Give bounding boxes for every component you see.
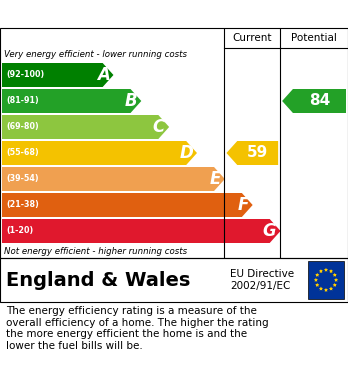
Polygon shape <box>319 269 323 273</box>
Text: Not energy efficient - higher running costs: Not energy efficient - higher running co… <box>4 246 187 255</box>
Polygon shape <box>2 141 197 165</box>
Polygon shape <box>334 278 338 282</box>
Polygon shape <box>227 141 278 165</box>
Text: (55-68): (55-68) <box>6 149 39 158</box>
Text: (21-38): (21-38) <box>6 201 39 210</box>
Bar <box>308 261 344 299</box>
Text: England & Wales: England & Wales <box>6 271 190 289</box>
Text: (81-91): (81-91) <box>6 97 39 106</box>
Polygon shape <box>324 288 328 292</box>
Polygon shape <box>324 268 328 272</box>
Polygon shape <box>2 89 141 113</box>
Text: (1-20): (1-20) <box>6 226 33 235</box>
Text: (39-54): (39-54) <box>6 174 39 183</box>
Text: 59: 59 <box>247 145 268 160</box>
Polygon shape <box>2 63 113 87</box>
Polygon shape <box>329 269 333 273</box>
Text: F: F <box>237 196 249 214</box>
Text: Current: Current <box>232 33 272 43</box>
Text: EU Directive
2002/91/EC: EU Directive 2002/91/EC <box>230 269 295 291</box>
Polygon shape <box>282 89 346 113</box>
Polygon shape <box>333 283 337 287</box>
Polygon shape <box>2 219 280 243</box>
Text: The energy efficiency rating is a measure of the
overall efficiency of a home. T: The energy efficiency rating is a measur… <box>6 306 269 351</box>
Polygon shape <box>319 287 323 291</box>
Polygon shape <box>2 167 225 191</box>
Text: B: B <box>125 92 137 110</box>
Text: 84: 84 <box>309 93 330 108</box>
Text: A: A <box>97 66 110 84</box>
Polygon shape <box>329 287 333 291</box>
Text: (92-100): (92-100) <box>6 70 44 79</box>
Text: C: C <box>153 118 165 136</box>
Polygon shape <box>315 283 319 287</box>
Text: E: E <box>209 170 221 188</box>
Polygon shape <box>2 193 253 217</box>
Polygon shape <box>333 273 337 277</box>
Text: G: G <box>263 222 277 240</box>
Polygon shape <box>2 115 169 139</box>
Text: Energy Efficiency Rating: Energy Efficiency Rating <box>69 7 279 22</box>
Text: Very energy efficient - lower running costs: Very energy efficient - lower running co… <box>4 50 187 59</box>
Text: Potential: Potential <box>291 33 337 43</box>
Text: (69-80): (69-80) <box>6 122 39 131</box>
Polygon shape <box>315 273 319 277</box>
Polygon shape <box>314 278 318 282</box>
Text: D: D <box>179 144 193 162</box>
